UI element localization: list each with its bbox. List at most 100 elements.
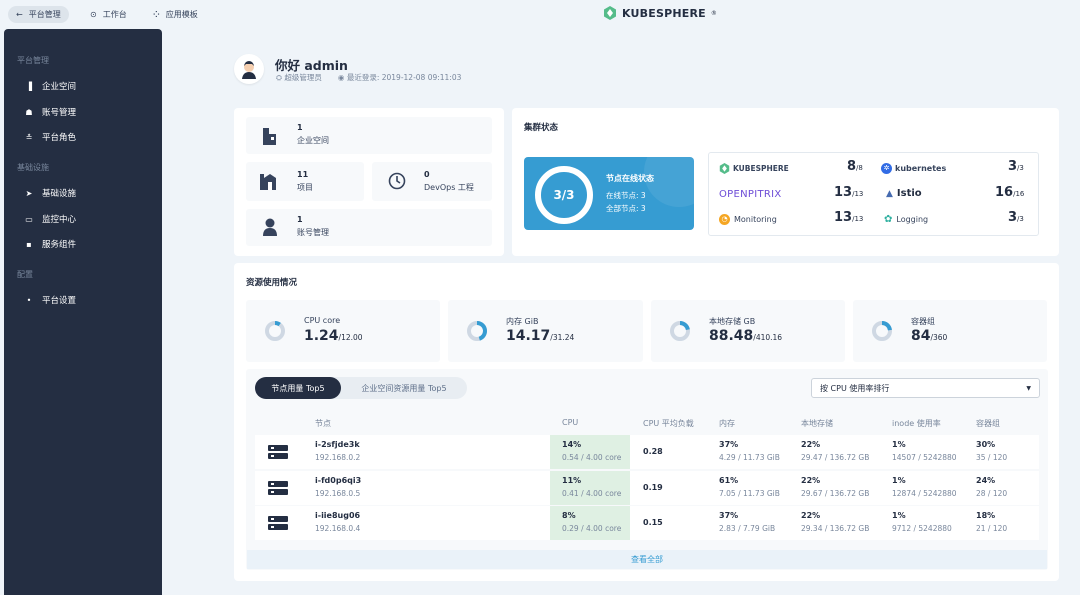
memory-value: 14.17/31.24 bbox=[506, 328, 575, 344]
component-kubesphere[interactable]: KUBESPHERE bbox=[719, 163, 789, 174]
component-status-grid: KUBESPHERE 8/8 ✲ kubernetes 3/3 OPENPITR… bbox=[708, 152, 1039, 236]
memory-donut-icon bbox=[467, 321, 487, 341]
cpu-donut-icon bbox=[265, 321, 285, 341]
cpu-cell-highlight bbox=[550, 506, 630, 540]
component-openpitrix[interactable]: OPENPITRIX bbox=[719, 189, 782, 200]
role-badge-icon: ⛭ bbox=[276, 73, 285, 82]
role-icon: ≛ bbox=[25, 132, 33, 142]
account-user-icon bbox=[263, 218, 277, 240]
logging-count: 3/3 bbox=[1008, 210, 1024, 225]
component-kubernetes[interactable]: ✲ kubernetes bbox=[881, 163, 946, 174]
pods-label: 容器组 bbox=[911, 317, 935, 326]
resource-storage[interactable]: 本地存储 GB 88.48/410.16 bbox=[651, 300, 845, 362]
node-status-panel[interactable]: 3/3 节点在线状态 在线节点: 3 全部节点: 3 bbox=[524, 157, 694, 230]
project-icon bbox=[260, 172, 280, 194]
last-login: ◉ 最近登录: 2019-12-08 09:11:03 bbox=[337, 73, 462, 82]
storage-cell: 22% 29.67 / 136.72 GB bbox=[801, 476, 870, 498]
table-row[interactable]: i-iie8ug06 192.168.0.4 8% 0.29 / 4.00 core 0… bbox=[255, 506, 1039, 540]
kubesphere-count: 8/8 bbox=[847, 159, 863, 174]
storage-cell: 22% 29.34 / 136.72 GB bbox=[801, 511, 870, 533]
back-arrow-icon: ← bbox=[16, 10, 23, 19]
monitor-icon: ▭ bbox=[25, 214, 33, 224]
user-icon: ☗ bbox=[25, 107, 33, 117]
node-cell[interactable]: i-iie8ug06 192.168.0.4 bbox=[315, 511, 361, 533]
table-row[interactable]: i-fd0p6qi3 192.168.0.5 11% 0.41 / 4.00 core… bbox=[255, 471, 1039, 505]
avatar-icon bbox=[242, 61, 256, 79]
monitoring-icon: ◔ bbox=[719, 214, 730, 225]
logging-icon: ✿ bbox=[884, 214, 893, 225]
node-status-title: 节点在线状态 bbox=[606, 174, 654, 183]
greeting: 你好 admin bbox=[275, 58, 348, 73]
storage-label: 本地存储 GB bbox=[709, 317, 756, 326]
kubernetes-count: 3/3 bbox=[1008, 159, 1024, 174]
column-header-node: 节点 bbox=[315, 419, 331, 428]
projects-stat[interactable]: 11 项目 bbox=[246, 162, 364, 201]
workspace-icon: ▐ bbox=[25, 81, 33, 91]
node-cell[interactable]: i-2sfjde3k 192.168.0.2 bbox=[315, 440, 361, 462]
inode-cell: 1% 12874 / 5242880 bbox=[892, 476, 957, 498]
overview-card: 1 企业空间 11 项目 0 DevOps 工程 1 账号管理 bbox=[234, 108, 504, 256]
app-templates-nav[interactable]: ⁘ 应用模板 bbox=[153, 10, 198, 19]
column-header-storage: 本地存储 bbox=[801, 419, 833, 428]
building-icon bbox=[262, 125, 278, 149]
storage-cell: 22% 29.47 / 136.72 GB bbox=[801, 440, 870, 462]
platform-management-nav[interactable]: ← 平台管理 bbox=[8, 6, 69, 23]
compass-icon: ⊙ bbox=[90, 10, 97, 19]
node-cell[interactable]: i-fd0p6qi3 192.168.0.5 bbox=[315, 476, 362, 498]
cpu-cell: 11% 0.41 / 4.00 core bbox=[562, 476, 622, 498]
column-header-inode: inode 使用率 bbox=[892, 419, 941, 428]
clock-dot-icon: ◉ bbox=[337, 73, 347, 82]
resource-memory[interactable]: 内存 GiB 14.17/31.24 bbox=[448, 300, 643, 362]
accounts-stat[interactable]: 1 账号管理 bbox=[246, 209, 492, 246]
component-logging[interactable]: ✿ Logging bbox=[884, 214, 929, 225]
server-icon bbox=[268, 481, 288, 495]
kubernetes-helm-icon: ✲ bbox=[881, 163, 892, 174]
sidebar-item-accounts[interactable]: ☗ 账号管理 bbox=[25, 107, 77, 119]
total-nodes: 全部节点: 3 bbox=[606, 204, 646, 213]
workbench-nav[interactable]: ⊙ 工作台 bbox=[90, 10, 127, 19]
sidebar-item-roles[interactable]: ≛ 平台角色 bbox=[25, 132, 77, 144]
kubesphere-logo-icon bbox=[604, 6, 616, 20]
column-header-pods: 容器组 bbox=[976, 419, 1000, 428]
resource-usage-title: 资源使用情况 bbox=[246, 278, 298, 288]
sidebar-item-service-components[interactable]: ▪ 服务组件 bbox=[24, 238, 76, 251]
server-icon bbox=[268, 516, 288, 530]
kubesphere-icon bbox=[719, 163, 730, 174]
sidebar-item-infrastructure[interactable]: ➤ 基础设施 bbox=[25, 188, 77, 200]
user-role: ⛭ 超级管理员 bbox=[276, 73, 322, 82]
column-header-memory: 内存 bbox=[719, 419, 735, 428]
pods-donut-icon bbox=[872, 321, 892, 341]
resource-cpu[interactable]: CPU core 1.24/12.00 bbox=[246, 300, 440, 362]
column-header-cpu: CPU bbox=[562, 418, 579, 427]
sidebar-item-monitoring[interactable]: ▭ 监控中心 bbox=[25, 214, 77, 226]
component-icon: ▪ bbox=[26, 239, 32, 249]
sidebar-item-workspaces[interactable]: ▐ 企业空间 bbox=[25, 81, 77, 93]
cpu-cell-highlight bbox=[550, 471, 630, 505]
table-row[interactable]: i-2sfjde3k 192.168.0.2 14% 0.54 / 4.00 core… bbox=[255, 435, 1039, 469]
resource-pods[interactable]: 容器组 84/360 bbox=[853, 300, 1047, 362]
cpu-load-cell: 0.28 bbox=[643, 447, 663, 456]
sidebar-item-platform-settings[interactable]: • 平台设置 bbox=[24, 294, 76, 307]
server-icon bbox=[268, 445, 288, 459]
tab-workspace-top5[interactable]: 企业空间资源用量 Top5 bbox=[361, 383, 447, 393]
storage-value: 88.48/410.16 bbox=[709, 328, 783, 344]
workspaces-stat[interactable]: 1 企业空间 bbox=[246, 117, 492, 154]
component-istio[interactable]: ▲ Istio bbox=[886, 188, 922, 199]
pods-cell: 24% 28 / 120 bbox=[976, 476, 1008, 498]
view-all-link[interactable]: 查看全部 bbox=[247, 550, 1047, 569]
devops-stat[interactable]: 0 DevOps 工程 bbox=[372, 162, 492, 201]
sidebar-group-config: 配置 bbox=[17, 270, 33, 279]
cpu-value: 1.24/12.00 bbox=[304, 328, 363, 344]
avatar[interactable] bbox=[234, 54, 264, 84]
grid-icon: ⁘ bbox=[153, 10, 160, 19]
memory-label: 内存 GiB bbox=[506, 317, 539, 326]
sort-select[interactable]: 按 CPU 使用率排行 ▼ bbox=[811, 378, 1040, 398]
cpu-cell: 14% 0.54 / 4.00 core bbox=[562, 440, 622, 462]
sidebar: 平台管理 ▐ 企业空间 ☗ 账号管理 ≛ 平台角色 基础设施 ➤ 基础设施 ▭ … bbox=[4, 29, 162, 595]
istio-sail-icon: ▲ bbox=[886, 188, 893, 199]
tab-node-top5[interactable]: 节点用量 Top5 bbox=[255, 377, 341, 399]
cpu-load-cell: 0.15 bbox=[643, 518, 663, 527]
openpitrix-count: 13/13 bbox=[834, 185, 864, 200]
kubesphere-logo[interactable]: KUBESPHERE ® bbox=[603, 6, 717, 20]
component-monitoring[interactable]: ◔ Monitoring bbox=[719, 214, 777, 225]
